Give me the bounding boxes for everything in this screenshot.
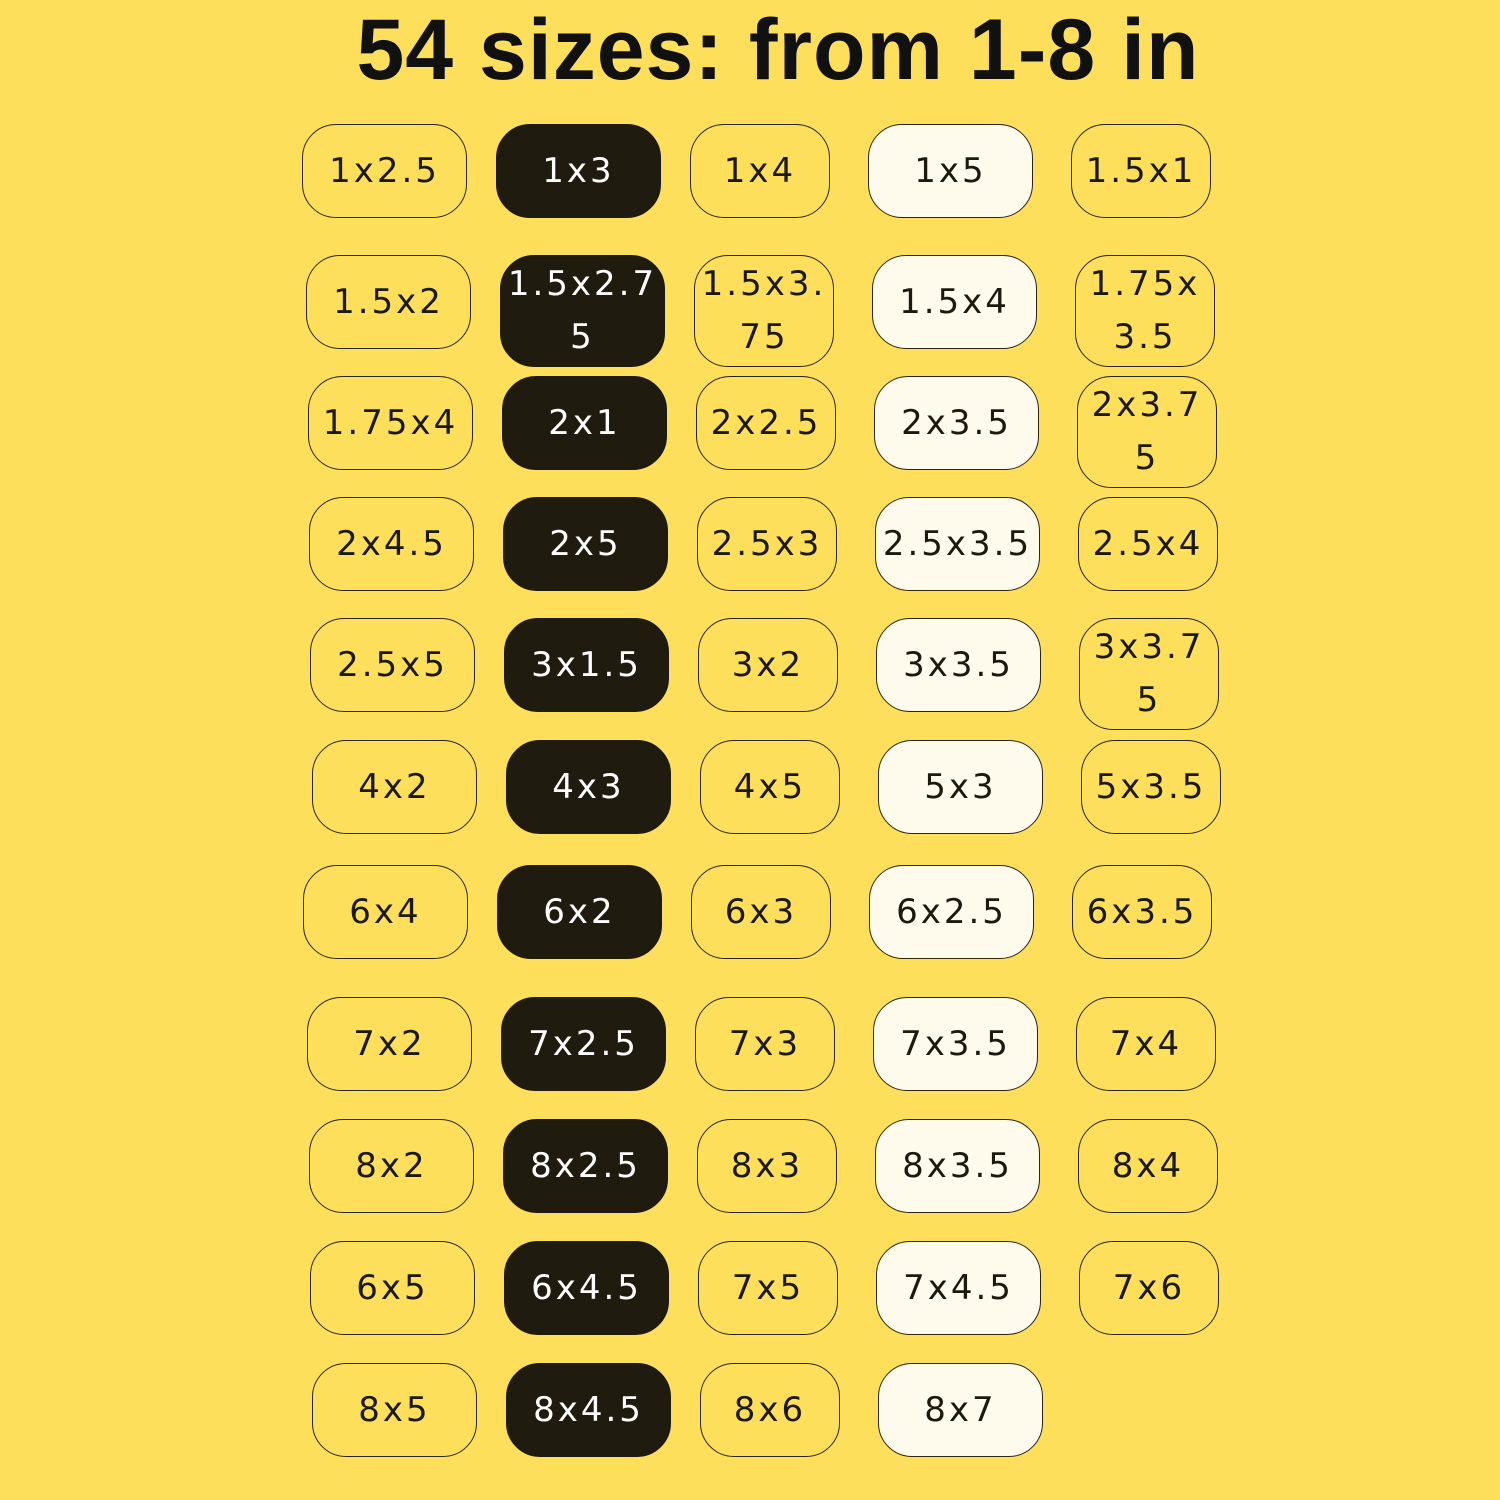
size-option[interactable]: 7x5 [698, 1241, 838, 1335]
size-option[interactable]: 7x3.5 [873, 997, 1038, 1091]
size-option[interactable]: 3x2 [698, 618, 838, 712]
size-option[interactable]: 6x2 [497, 865, 662, 959]
size-option[interactable]: 8x7 [878, 1363, 1043, 1457]
size-option[interactable]: 6x2.5 [869, 865, 1034, 959]
size-option[interactable]: 6x3.5 [1072, 865, 1212, 959]
size-option[interactable]: 2.5x5 [310, 618, 475, 712]
size-option[interactable]: 7x6 [1079, 1241, 1219, 1335]
size-option[interactable]: 3x3.75 [1079, 618, 1219, 730]
size-option[interactable]: 2x3.75 [1077, 376, 1217, 488]
size-option[interactable]: 1x5 [868, 124, 1033, 218]
size-option[interactable]: 1.75x4 [308, 376, 473, 470]
size-option[interactable]: 1.5x2.75 [500, 255, 665, 367]
size-option[interactable]: 1.5x4 [872, 255, 1037, 349]
size-option[interactable]: 8x5 [312, 1363, 477, 1457]
size-option[interactable]: 3x1.5 [504, 618, 669, 712]
size-option[interactable]: 8x3.5 [875, 1119, 1040, 1213]
size-row: 1.5x2 1.5x2.75 1.5x3.75 1.5x4 1.75x3.5 [4, 255, 1500, 375]
size-option[interactable]: 4x5 [700, 740, 840, 834]
size-option[interactable]: 6x4.5 [504, 1241, 669, 1335]
size-option[interactable]: 2.5x4 [1078, 497, 1218, 591]
size-row: 2x4.5 2x5 2.5x3 2.5x3.5 2.5x4 [7, 497, 1500, 617]
size-option[interactable]: 2x5 [503, 497, 668, 591]
size-option[interactable]: 6x5 [310, 1241, 475, 1335]
size-row: 1x2.5 1x3 1x4 1x5 1.5x1 [0, 124, 1500, 244]
size-option[interactable]: 5x3.5 [1081, 740, 1221, 834]
size-option[interactable]: 7x2.5 [501, 997, 666, 1091]
size-option[interactable]: 8x2.5 [503, 1119, 668, 1213]
size-row: 6x4 6x2 6x3 6x2.5 6x3.5 [1, 865, 1500, 985]
size-row: 6x5 6x4.5 7x5 7x4.5 7x6 [8, 1241, 1500, 1361]
size-option[interactable]: 7x4 [1076, 997, 1216, 1091]
size-option[interactable]: 6x3 [691, 865, 831, 959]
size-option[interactable]: 5x3 [878, 740, 1043, 834]
size-option[interactable]: 3x3.5 [876, 618, 1041, 712]
size-option[interactable]: 2x1 [502, 376, 667, 470]
size-option[interactable]: 1.5x2 [306, 255, 471, 349]
size-option[interactable]: 1x3 [496, 124, 661, 218]
size-option[interactable]: 7x4.5 [876, 1241, 1041, 1335]
size-option[interactable]: 8x4.5 [506, 1363, 671, 1457]
size-option[interactable]: 4x2 [312, 740, 477, 834]
size-option[interactable]: 2.5x3.5 [875, 497, 1040, 591]
size-option[interactable]: 2x4.5 [309, 497, 474, 591]
size-option[interactable]: 2.5x3 [697, 497, 837, 591]
size-row: 4x2 4x3 4x5 5x3 5x3.5 [10, 740, 1500, 860]
size-option[interactable]: 8x3 [697, 1119, 837, 1213]
size-row: 8x5 8x4.5 8x6 8x7 [10, 1363, 1500, 1483]
size-option[interactable]: 1.5x1 [1071, 124, 1211, 218]
size-option[interactable]: 8x6 [700, 1363, 840, 1457]
size-option[interactable]: 1x2.5 [302, 124, 467, 218]
size-row: 7x2 7x2.5 7x3 7x3.5 7x4 [5, 997, 1500, 1117]
size-option[interactable]: 7x3 [695, 997, 835, 1091]
size-option[interactable]: 2x3.5 [874, 376, 1039, 470]
size-row: 1.75x4 2x1 2x2.5 2x3.5 2x3.75 [6, 376, 1500, 496]
size-option[interactable]: 1x4 [690, 124, 830, 218]
size-option[interactable]: 8x4 [1078, 1119, 1218, 1213]
page-title: 54 sizes: from 1-8 in [356, 2, 1200, 98]
size-option[interactable]: 1.75x3.5 [1075, 255, 1215, 367]
size-option[interactable]: 7x2 [307, 997, 472, 1091]
size-option[interactable]: 4x3 [506, 740, 671, 834]
size-option[interactable]: 6x4 [303, 865, 468, 959]
size-row: 8x2 8x2.5 8x3 8x3.5 8x4 [7, 1119, 1500, 1239]
size-option[interactable]: 8x2 [309, 1119, 474, 1213]
size-row: 2.5x5 3x1.5 3x2 3x3.5 3x3.75 [8, 618, 1500, 738]
size-option[interactable]: 2x2.5 [696, 376, 836, 470]
size-option[interactable]: 1.5x3.75 [694, 255, 834, 367]
